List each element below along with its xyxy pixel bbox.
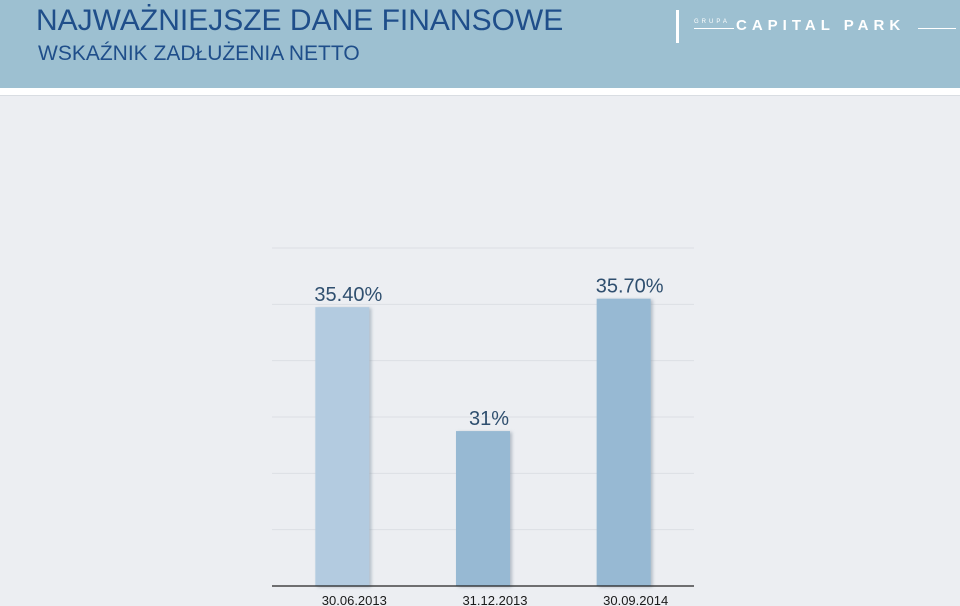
logo-underline [694, 28, 734, 29]
header-separator [0, 88, 960, 96]
logo-name-text: CAPITAL PARK [736, 17, 906, 34]
logo-divider [676, 10, 679, 43]
data-label: 35.70% [596, 276, 664, 298]
data-label: 31% [469, 408, 509, 430]
category-label: 30.09.2014 [603, 593, 668, 606]
capital-park-logo: GRUPA CAPITAL PARK [676, 8, 960, 44]
bar [456, 431, 510, 586]
header-band: NAJWAŻNIEJSZE DANE FINANSOWE WSKAŹNIK ZA… [0, 0, 960, 88]
category-label: 31.12.2013 [462, 593, 527, 606]
logo-grupa-text: GRUPA [694, 19, 730, 25]
page-subtitle: WSKAŹNIK ZADŁUŻENIA NETTO [38, 42, 360, 65]
page-title: NAJWAŻNIEJSZE DANE FINANSOWE [36, 4, 564, 37]
bar [596, 298, 651, 586]
data-label: 35.40% [314, 284, 382, 306]
bar [315, 307, 370, 586]
category-label: 30.06.2013 [322, 593, 387, 606]
logo-tail-line [918, 28, 956, 29]
